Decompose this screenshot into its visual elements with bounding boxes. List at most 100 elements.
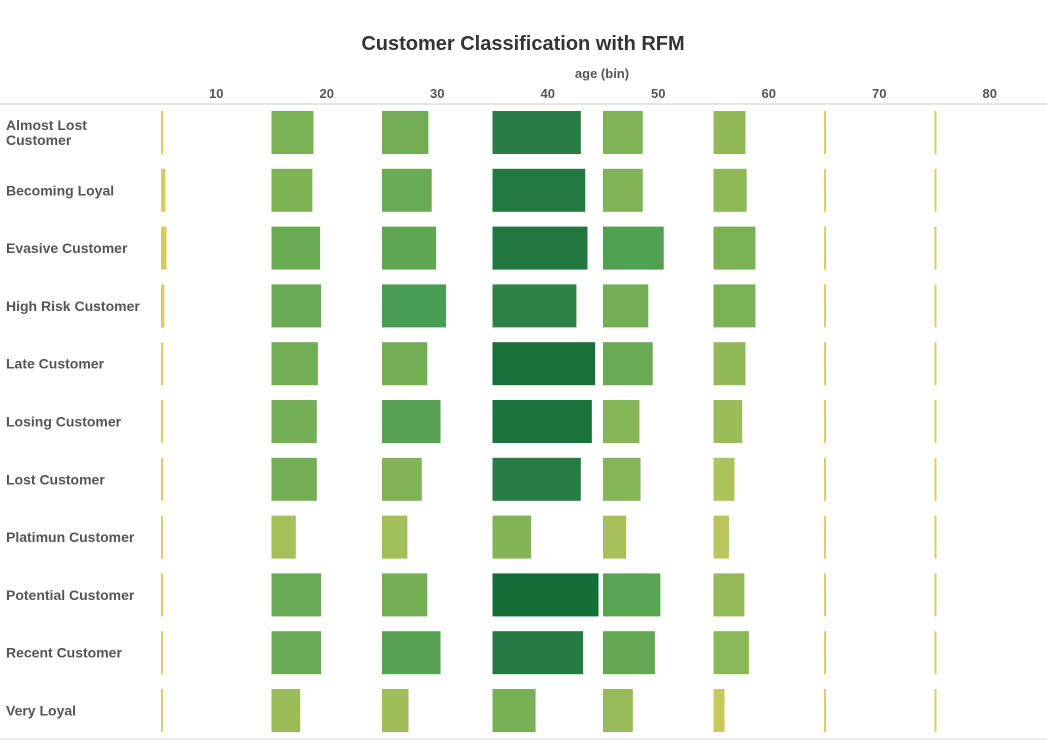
heatmap-cell[interactable] [603, 573, 661, 617]
heatmap-cell[interactable] [824, 573, 826, 617]
heatmap-cell[interactable] [382, 689, 409, 732]
heatmap-cell[interactable] [492, 631, 584, 675]
heatmap-cell[interactable] [382, 573, 428, 617]
heatmap-cell[interactable] [603, 342, 653, 386]
heatmap-cell[interactable] [382, 515, 408, 559]
x-axis-ticks: 10 20 30 40 50 60 70 80 [209, 86, 997, 101]
heatmap-cell[interactable] [161, 631, 163, 675]
heatmap-cell[interactable] [934, 400, 937, 443]
heatmap-cell[interactable] [713, 168, 747, 212]
heatmap-cell[interactable] [271, 457, 317, 501]
heatmap-cell[interactable] [824, 631, 826, 675]
heatmap-cell[interactable] [492, 226, 588, 270]
heatmap-cell[interactable] [713, 226, 756, 270]
heatmap-cell[interactable] [824, 226, 826, 270]
heatmap-cell[interactable] [271, 400, 317, 443]
row-label: Potential Customer [6, 587, 135, 603]
heatmap-cell[interactable] [271, 168, 313, 212]
heatmap-cell[interactable] [603, 168, 643, 212]
heatmap-cell[interactable] [713, 457, 735, 501]
row-label: Evasive Customer [6, 240, 128, 256]
heatmap-cell[interactable] [382, 342, 428, 386]
heatmap-cell[interactable] [934, 226, 937, 270]
heatmap-cell[interactable] [161, 168, 166, 212]
heatmap-cell[interactable] [271, 284, 322, 328]
heatmap-cell[interactable] [382, 284, 447, 328]
heatmap-cell[interactable] [492, 400, 592, 443]
row-label: Platimun Customer [6, 529, 135, 545]
heatmap-cell[interactable] [492, 457, 581, 501]
heatmap-cell[interactable] [271, 111, 314, 154]
heatmap-cell[interactable] [492, 342, 596, 386]
heatmap-cell[interactable] [161, 284, 165, 328]
heatmap-cell[interactable] [603, 515, 627, 559]
heatmap-cell[interactable] [161, 689, 163, 732]
heatmap-cell[interactable] [603, 284, 649, 328]
row-label-line: Potential Customer [6, 587, 135, 603]
heatmap-cell[interactable] [824, 342, 826, 386]
heatmap-cell[interactable] [492, 284, 577, 328]
heatmap-cell[interactable] [603, 400, 640, 443]
heatmap-cell[interactable] [934, 573, 937, 617]
heatmap-cell[interactable] [713, 284, 756, 328]
heatmap-cell[interactable] [934, 631, 937, 675]
heatmap-cell[interactable] [271, 342, 318, 386]
heatmap-cell[interactable] [382, 168, 432, 212]
heatmap-cell[interactable] [161, 342, 164, 386]
heatmap-cell[interactable] [492, 573, 599, 617]
heatmap-cell[interactable] [934, 168, 937, 212]
heatmap-cell[interactable] [382, 457, 422, 501]
heatmap-cell[interactable] [161, 573, 164, 617]
heatmap-cell[interactable] [492, 689, 536, 732]
heatmap-cell[interactable] [603, 631, 655, 675]
heatmap-cell[interactable] [824, 689, 826, 732]
heatmap-cell[interactable] [382, 400, 441, 443]
heatmap-cell[interactable] [271, 515, 296, 559]
heatmap-cell[interactable] [161, 226, 167, 270]
heatmap-cell[interactable] [603, 111, 643, 154]
heatmap-cell[interactable] [934, 111, 937, 154]
heatmap-cell[interactable] [271, 631, 322, 675]
heatmap-cell[interactable] [934, 457, 937, 501]
heatmap-cell[interactable] [713, 400, 743, 443]
heatmap-cell[interactable] [603, 226, 664, 270]
heatmap-cell[interactable] [382, 631, 441, 675]
heatmap-cell[interactable] [713, 689, 725, 732]
heatmap-cell[interactable] [824, 400, 826, 443]
x-tick-label: 80 [983, 86, 997, 101]
heatmap-cell[interactable] [161, 515, 163, 559]
heatmap-cell[interactable] [824, 457, 826, 501]
heatmap-cell[interactable] [824, 111, 826, 154]
heatmap-cell[interactable] [271, 226, 321, 270]
heatmap-cell[interactable] [934, 284, 937, 328]
row-label-line: Becoming Loyal [6, 182, 114, 198]
heatmap-cell[interactable] [382, 226, 437, 270]
heatmap-cell[interactable] [603, 457, 641, 501]
x-tick-label: 30 [430, 86, 444, 101]
heatmap-cell[interactable] [492, 111, 581, 154]
heatmap-cell[interactable] [934, 342, 937, 386]
heatmap-cell[interactable] [934, 515, 937, 559]
heatmap-cell[interactable] [934, 689, 937, 732]
x-tick-label: 20 [320, 86, 334, 101]
heatmap-cell[interactable] [161, 400, 164, 443]
heatmap-cell[interactable] [824, 284, 826, 328]
heatmap-cell[interactable] [713, 631, 749, 675]
heatmap-cell[interactable] [713, 573, 745, 617]
heatmap-cell[interactable] [271, 689, 301, 732]
heatmap-cell[interactable] [492, 515, 532, 559]
heatmap-cell[interactable] [382, 111, 429, 154]
heatmap-cell[interactable] [824, 515, 826, 559]
heatmap-cell[interactable] [824, 168, 826, 212]
heatmap-cell[interactable] [271, 573, 322, 617]
heatmap-cell[interactable] [492, 168, 586, 212]
heatmap-cell[interactable] [713, 342, 746, 386]
heatmap-cell[interactable] [603, 689, 633, 732]
heatmap-cell[interactable] [713, 111, 746, 154]
row-label: Lost Customer [6, 471, 105, 487]
x-tick-label: 10 [209, 86, 223, 101]
heatmap-cell[interactable] [713, 515, 729, 559]
heatmap-cell[interactable] [161, 457, 164, 501]
heatmap-cell[interactable] [161, 111, 164, 154]
